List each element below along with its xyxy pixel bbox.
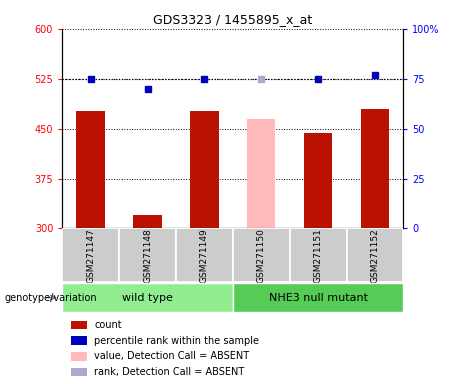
Text: GSM271152: GSM271152 bbox=[371, 228, 379, 283]
Bar bbox=[71, 336, 87, 345]
Bar bbox=[71, 352, 87, 361]
Text: NHE3 null mutant: NHE3 null mutant bbox=[269, 293, 367, 303]
Bar bbox=[233, 228, 290, 282]
Bar bbox=[119, 228, 176, 282]
Text: percentile rank within the sample: percentile rank within the sample bbox=[95, 336, 259, 346]
Bar bbox=[290, 228, 347, 282]
Bar bbox=[62, 283, 233, 312]
Bar bbox=[71, 321, 87, 329]
Bar bbox=[361, 109, 389, 228]
Bar bbox=[62, 228, 119, 282]
Text: genotype/variation: genotype/variation bbox=[5, 293, 97, 303]
Text: wild type: wild type bbox=[122, 293, 173, 303]
Bar bbox=[247, 119, 276, 228]
Text: count: count bbox=[95, 320, 122, 330]
Text: GSM271148: GSM271148 bbox=[143, 228, 152, 283]
Bar bbox=[304, 133, 332, 228]
Bar bbox=[233, 283, 403, 312]
Bar bbox=[176, 228, 233, 282]
Text: GSM271149: GSM271149 bbox=[200, 228, 209, 283]
Bar bbox=[133, 215, 162, 228]
Bar bbox=[347, 228, 403, 282]
Text: value, Detection Call = ABSENT: value, Detection Call = ABSENT bbox=[95, 351, 249, 361]
Text: GSM271147: GSM271147 bbox=[86, 228, 95, 283]
Bar bbox=[190, 111, 219, 228]
Text: GSM271150: GSM271150 bbox=[257, 228, 266, 283]
Text: GSM271151: GSM271151 bbox=[313, 228, 323, 283]
Title: GDS3323 / 1455895_x_at: GDS3323 / 1455895_x_at bbox=[153, 13, 313, 26]
Text: rank, Detection Call = ABSENT: rank, Detection Call = ABSENT bbox=[95, 367, 244, 377]
Bar bbox=[71, 368, 87, 376]
Bar bbox=[77, 111, 105, 228]
